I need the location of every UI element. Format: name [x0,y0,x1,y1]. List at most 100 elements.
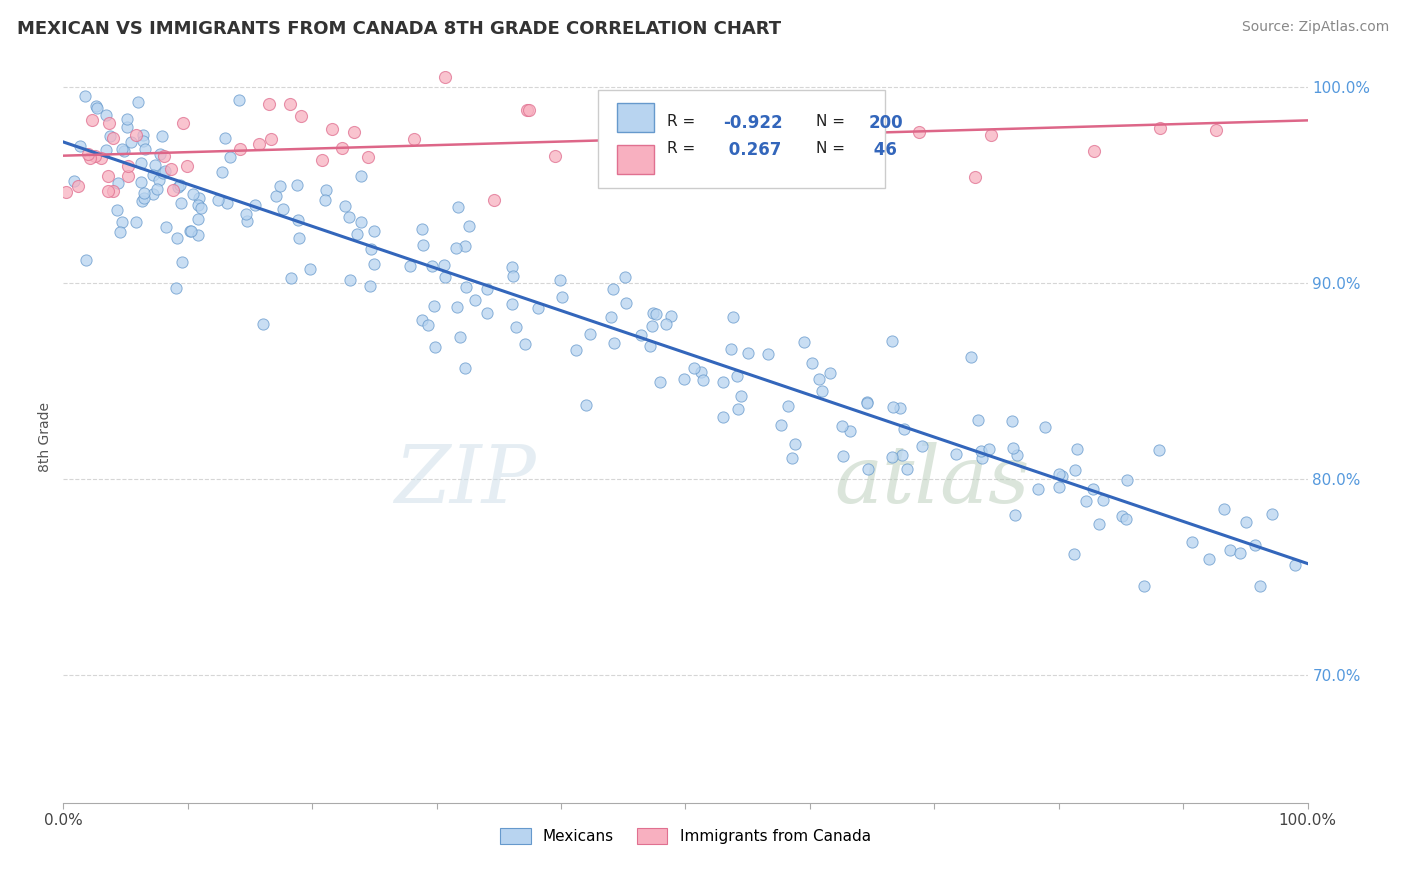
Point [117,159,139,173]
Point [970,451,993,466]
Point [831,419,853,434]
Point [630,327,652,342]
Point [889,401,911,415]
Point [77,147,100,161]
Point [501,297,523,311]
Point [433,258,456,272]
Point [517,103,540,117]
Point [228,93,250,107]
Point [1229,546,1251,560]
Point [721,310,744,324]
Point [614,295,637,310]
Point [1132,579,1154,593]
Point [290,109,312,123]
Text: -0.922: -0.922 [723,114,782,132]
Point [977,442,1000,456]
Point [398,259,420,273]
Point [778,399,800,413]
Point [145,158,167,172]
Point [711,410,734,425]
Point [603,335,626,350]
Point [501,260,523,274]
Point [1074,494,1097,508]
Point [454,361,477,376]
Point [880,450,903,465]
Text: Source: ZipAtlas.com: Source: ZipAtlas.com [1241,20,1389,34]
Point [111,214,134,228]
Point [311,153,333,168]
Point [181,186,204,201]
Point [1063,463,1085,477]
Point [110,142,132,156]
Point [333,199,356,213]
Y-axis label: 8th Grade: 8th Grade [38,402,52,472]
Text: N =: N = [815,114,851,128]
Point [891,448,914,462]
Point [108,225,131,239]
Point [896,462,918,476]
Point [690,365,713,379]
Point [350,215,373,229]
Point [187,198,209,212]
Point [149,147,172,161]
Point [423,340,446,354]
Point [211,165,233,179]
Point [945,447,967,461]
Point [1149,121,1171,136]
Point [447,201,470,215]
Point [730,389,752,403]
Point [155,220,177,235]
Point [793,334,815,349]
Point [412,238,434,252]
Point [187,212,209,227]
Point [252,317,274,331]
Point [1047,480,1070,494]
Point [1244,538,1267,552]
Point [416,318,439,333]
Point [269,179,291,194]
Text: 0.267: 0.267 [723,141,782,159]
Point [980,128,1002,142]
Point [160,162,183,177]
Point [420,259,443,273]
Point [360,242,382,256]
Point [172,116,194,130]
Point [176,159,198,173]
Point [153,149,176,163]
Text: MEXICAN VS IMMIGRANTS FROM CANADA 8TH GRADE CORRELATION CHART: MEXICAN VS IMMIGRANTS FROM CANADA 8TH GR… [17,20,780,37]
Point [402,132,425,146]
Point [264,189,287,203]
Point [330,141,353,155]
Point [477,306,499,320]
Point [785,437,807,451]
Point [287,213,309,227]
Point [780,450,803,465]
Point [249,136,271,151]
Point [190,201,212,215]
Point [132,186,155,200]
Point [464,293,486,308]
Point [112,144,135,158]
Point [299,261,322,276]
Point [648,376,671,390]
Point [153,164,176,178]
Text: 200: 200 [869,114,903,132]
Point [97,169,120,184]
Point [882,401,904,415]
Point [363,224,385,238]
Point [97,116,120,130]
Point [411,222,433,236]
Point [214,131,236,145]
Point [807,372,830,386]
Point [1111,509,1133,524]
Point [858,462,880,476]
Text: ZIP: ZIP [394,442,536,520]
Point [737,346,759,360]
Point [655,317,678,331]
Text: 46: 46 [869,141,897,159]
Point [456,280,478,294]
Point [600,310,623,325]
Point [1181,534,1204,549]
Point [280,97,302,112]
Point [908,125,931,139]
